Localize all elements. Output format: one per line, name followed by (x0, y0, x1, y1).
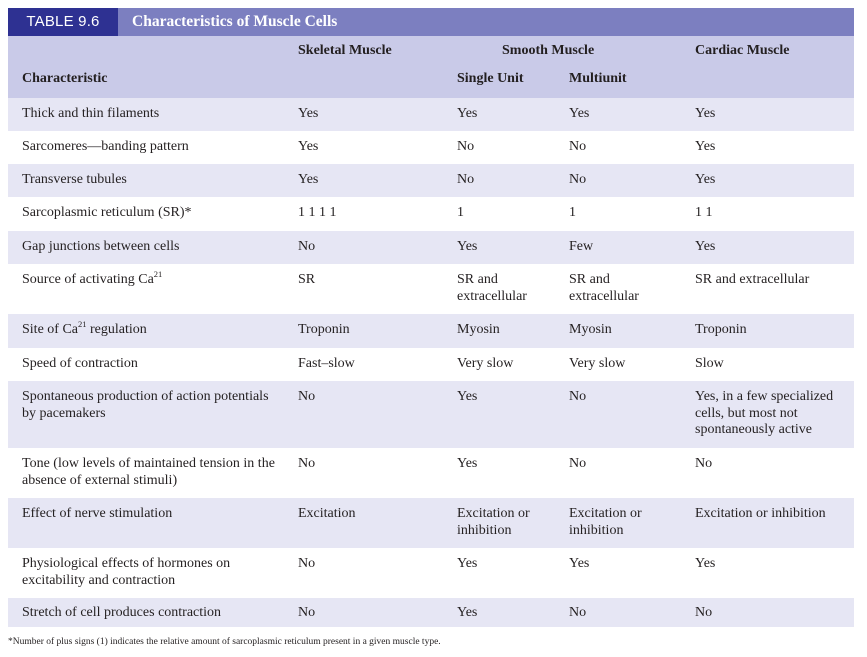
cell-characteristic: Thick and thin filaments (22, 106, 160, 121)
cell-multiunit: No (569, 172, 587, 187)
cell-multiunit: Yes (569, 106, 590, 121)
cell-cardiac: Yes (695, 239, 716, 254)
cell-characteristic: Source of activating Ca21 (22, 269, 163, 287)
table-title-bar: TABLE 9.6 Characteristics of Muscle Cell… (8, 8, 854, 36)
header-cardiac: Cardiac Muscle (695, 43, 790, 58)
cell-single-unit: Yes (457, 239, 478, 254)
cell-cardiac: Yes (695, 139, 716, 154)
cell-multiunit: Few (569, 239, 594, 254)
cell-skeletal: No (298, 456, 316, 471)
header-single-unit: Single Unit (457, 71, 524, 86)
cell-single-unit: Excitation or inhibition (457, 506, 530, 538)
table-header: Characteristic Skeletal Muscle Smooth Mu… (8, 36, 854, 98)
table-number: TABLE 9.6 (8, 8, 118, 36)
cell-cardiac: Yes (695, 172, 716, 187)
cell-characteristic: Effect of nerve stimulation (22, 506, 173, 521)
cell-cardiac: 1 1 (695, 205, 713, 220)
cell-multiunit: No (569, 456, 587, 471)
cell-single-unit: Yes (457, 106, 478, 121)
cell-characteristic: Spontaneous production of action potenti… (22, 389, 269, 421)
table-row: Sarcoplasmic reticulum (SR)* 1 1 1 1 1 1… (8, 197, 854, 231)
cell-skeletal: No (298, 605, 316, 620)
cell-multiunit: Yes (569, 556, 590, 571)
cell-single-unit: Yes (457, 456, 478, 471)
cell-multiunit: No (569, 139, 587, 154)
cell-multiunit: Myosin (569, 322, 612, 337)
header-multiunit: Multiunit (569, 71, 627, 86)
cell-multiunit: No (569, 389, 587, 404)
cell-cardiac: Slow (695, 356, 724, 371)
cell-multiunit: Excitation or inhibition (569, 506, 642, 538)
header-smooth: Smooth Muscle (502, 43, 595, 58)
cell-skeletal: No (298, 389, 316, 404)
cell-single-unit: Myosin (457, 322, 500, 337)
cell-skeletal: Yes (298, 172, 319, 187)
cell-characteristic: Gap junctions between cells (22, 239, 180, 254)
cell-characteristic: Transverse tubules (22, 172, 127, 187)
table-row: Sarcomeres—banding pattern Yes No No Yes (8, 131, 854, 164)
table-row: Source of activating Ca21 SR SR and extr… (8, 264, 854, 314)
cell-multiunit: SR and extracellular (569, 272, 639, 304)
table-row: Thick and thin filaments Yes Yes Yes Yes (8, 98, 854, 131)
cell-single-unit: Yes (457, 389, 478, 404)
table-row: Site of Ca21 regulation Troponin Myosin … (8, 314, 854, 348)
cell-multiunit: Very slow (569, 356, 626, 371)
cell-skeletal: Fast–slow (298, 356, 355, 371)
cell-single-unit: Yes (457, 556, 478, 571)
header-skeletal: Skeletal Muscle (298, 43, 392, 58)
cell-skeletal: Troponin (298, 322, 350, 337)
cell-cardiac: SR and extracellular (695, 272, 810, 287)
cell-cardiac: No (695, 456, 713, 471)
table-footnote: *Number of plus signs (1) indicates the … (8, 637, 441, 647)
cell-single-unit: 1 (457, 205, 464, 220)
cell-single-unit: SR and extracellular (457, 272, 527, 304)
cell-cardiac: Yes (695, 106, 716, 121)
cell-skeletal: Yes (298, 139, 319, 154)
cell-single-unit: No (457, 139, 475, 154)
header-characteristic: Characteristic (22, 71, 108, 86)
cell-cardiac: Yes (695, 556, 716, 571)
cell-skeletal: SR (298, 272, 316, 287)
cell-cardiac: Troponin (695, 322, 747, 337)
cell-skeletal: Yes (298, 106, 319, 121)
cell-skeletal: 1 1 1 1 (298, 205, 337, 220)
cell-characteristic: Physiological effects of hormones on exc… (22, 556, 231, 588)
cell-characteristic: Sarcomeres—banding pattern (22, 139, 189, 154)
cell-skeletal: No (298, 239, 316, 254)
table-row: Speed of contraction Fast–slow Very slow… (8, 348, 854, 381)
cell-characteristic: Stretch of cell produces contraction (22, 605, 222, 620)
cell-cardiac: Excitation or inhibition (695, 506, 826, 521)
table-row: Stretch of cell produces contraction No … (8, 598, 854, 627)
cell-cardiac: No (695, 605, 713, 620)
table-row: Tone (low levels of maintained tension i… (8, 448, 854, 498)
cell-single-unit: Very slow (457, 356, 514, 371)
cell-cardiac: Yes, in a few specialized cells, but mos… (695, 389, 834, 437)
table-row: Effect of nerve stimulation Excitation E… (8, 498, 854, 548)
cell-multiunit: No (569, 605, 587, 620)
table-row: Physiological effects of hormones on exc… (8, 548, 854, 598)
cell-single-unit: No (457, 172, 475, 187)
table-row: Transverse tubules Yes No No Yes (8, 164, 854, 197)
cell-characteristic: Site of Ca21 regulation (22, 319, 147, 337)
cell-characteristic: Speed of contraction (22, 356, 138, 371)
table-row: Gap junctions between cells No Yes Few Y… (8, 231, 854, 264)
cell-skeletal: Excitation (298, 506, 356, 521)
cell-skeletal: No (298, 556, 316, 571)
table-caption: Characteristics of Muscle Cells (132, 13, 338, 30)
cell-characteristic: Sarcoplasmic reticulum (SR)* (22, 205, 192, 220)
cell-characteristic: Tone (low levels of maintained tension i… (22, 456, 275, 488)
cell-single-unit: Yes (457, 605, 478, 620)
table-row: Spontaneous production of action potenti… (8, 381, 854, 448)
cell-multiunit: 1 (569, 205, 576, 220)
